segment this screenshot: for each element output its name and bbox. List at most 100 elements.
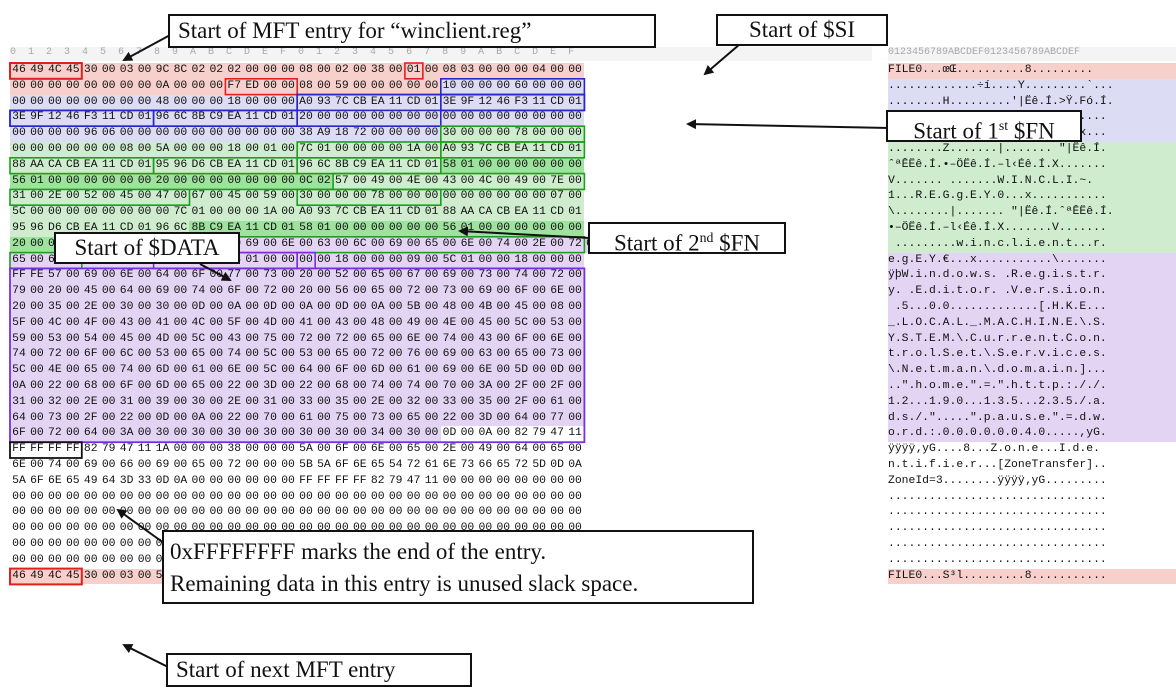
hex-byte: 00 xyxy=(530,394,549,411)
hex-byte: 43 xyxy=(476,331,495,348)
hex-byte: 00 xyxy=(297,505,315,522)
hex-byte: 00 xyxy=(297,252,315,269)
hex-byte: 72 xyxy=(404,457,423,474)
hex-byte: 78 xyxy=(368,189,387,206)
hex-byte: 0A xyxy=(297,299,315,316)
hex-byte: 00 xyxy=(440,505,459,522)
hex-byte: 2F xyxy=(512,378,531,395)
hex-byte: 6E xyxy=(45,473,64,490)
hex-byte: 00 xyxy=(350,78,369,95)
hex-byte: 5A xyxy=(297,442,315,458)
hex-byte: 74 xyxy=(404,378,423,395)
ascii-row: \.N.e.t.m.a.n.\.d.o.m.a.i.n.]... xyxy=(888,363,1176,379)
hex-byte: 00 xyxy=(279,426,297,443)
hex-byte: 00 xyxy=(314,347,333,364)
hex-byte: 00 xyxy=(386,315,405,332)
hex-byte: 00 xyxy=(458,489,477,506)
hex-byte: 00 xyxy=(117,505,136,522)
hex-byte: 00 xyxy=(81,141,100,158)
hex-byte: CD xyxy=(404,157,423,174)
hex-byte: 00 xyxy=(99,457,118,474)
hex-byte: 00 xyxy=(261,457,280,474)
hex-byte: 11 xyxy=(530,141,549,158)
hex-byte: 00 xyxy=(243,268,262,285)
ascii-row: ................................ xyxy=(888,552,1176,569)
hex-byte: 43 xyxy=(440,173,459,190)
hex-byte: FF xyxy=(10,268,28,285)
hex-byte: 2E xyxy=(225,394,244,411)
hex-byte: 00 xyxy=(45,173,64,190)
hex-byte: 5C xyxy=(189,331,208,348)
hex-byte: 00 xyxy=(27,426,46,443)
hex-byte: 69 xyxy=(153,284,172,300)
hex-byte: 6E xyxy=(548,284,567,300)
hex-byte: 00 xyxy=(117,552,136,569)
hex-byte: 00 xyxy=(171,363,190,379)
hex-byte: 00 xyxy=(368,489,387,506)
hex-byte: 00 xyxy=(566,173,584,190)
hex-byte: 32 xyxy=(404,394,423,411)
ascii-row: FILE0...S³l.........8........... xyxy=(888,568,1176,585)
hex-byte: 01 xyxy=(566,141,584,158)
hex-byte: 9F xyxy=(458,94,477,111)
hex-byte: 02 xyxy=(207,63,226,79)
hex-byte: 7C xyxy=(476,141,495,158)
hex-byte: FF xyxy=(332,473,351,490)
hex-byte: 00 xyxy=(566,473,584,490)
hex-byte: 00 xyxy=(243,410,262,427)
hex-byte: 2F xyxy=(548,378,567,395)
hex-byte: 00 xyxy=(458,78,477,95)
hex-byte: 00 xyxy=(27,205,46,221)
hex-byte: FE xyxy=(27,268,46,285)
callout-fn2-start: Start of 2nd $FN xyxy=(588,222,786,256)
hex-byte: EA xyxy=(225,110,244,127)
hex-byte: 00 xyxy=(494,473,513,490)
hex-byte: 00 xyxy=(153,205,172,221)
hex-byte: 00 xyxy=(171,126,190,142)
hex-byte: 0D xyxy=(440,426,459,443)
hex-byte: 0D xyxy=(548,457,567,474)
hex-byte: 00 xyxy=(99,141,118,158)
hex-byte: ED xyxy=(243,78,262,95)
hex-byte: 00 xyxy=(350,363,369,379)
hex-byte: 00 xyxy=(458,473,477,490)
hex-byte: 00 xyxy=(27,536,46,553)
hex-byte: 00 xyxy=(566,363,584,379)
hex-byte: 45 xyxy=(117,189,136,206)
hex-byte: 79 xyxy=(99,442,118,458)
hex-byte: 3A xyxy=(117,426,136,443)
hex-byte: 00 xyxy=(458,173,477,190)
hex-byte: 00 xyxy=(350,173,369,190)
hex-byte: 00 xyxy=(207,457,226,474)
hex-byte: 00 xyxy=(243,426,262,443)
arrow-fn1-start xyxy=(686,119,891,130)
ascii-row: .5...0.0.............[.H.K.E... xyxy=(888,299,1176,316)
hex-byte: 96 xyxy=(153,110,172,127)
hex-byte: 00 xyxy=(350,489,369,506)
hex-byte: 60 xyxy=(512,78,531,95)
hex-byte: 00 xyxy=(63,173,82,190)
hex-byte: 00 xyxy=(368,78,387,95)
hex-byte: 00 xyxy=(45,205,64,221)
hex-byte: 00 xyxy=(386,63,405,79)
arrow-next-mft xyxy=(122,644,169,668)
hex-byte: 0A xyxy=(566,457,584,474)
hex-byte: 00 xyxy=(153,126,172,142)
hex-byte: 00 xyxy=(422,505,441,522)
hex-byte: 00 xyxy=(81,94,100,111)
hex-byte: 63 xyxy=(314,236,333,253)
hex-byte: 73 xyxy=(45,410,64,427)
hex-byte: 30 xyxy=(153,426,172,443)
hex-byte: 73 xyxy=(261,268,280,285)
hex-byte: 00 xyxy=(279,299,297,316)
hex-byte: 64 xyxy=(117,284,136,300)
hex-byte: 00 xyxy=(332,489,351,506)
hex-byte: 2E xyxy=(81,299,100,316)
hex-byte: 00 xyxy=(386,189,405,206)
callout-fn2-sup: nd xyxy=(699,230,714,245)
hex-byte: CD xyxy=(117,110,136,127)
hex-byte: 6D xyxy=(153,378,172,395)
ascii-row: ..".h.o.m.e.".=.".h.t.t.p.:././. xyxy=(888,378,1176,395)
hex-byte: 64 xyxy=(297,363,315,379)
hex-byte: 00 xyxy=(368,141,387,158)
